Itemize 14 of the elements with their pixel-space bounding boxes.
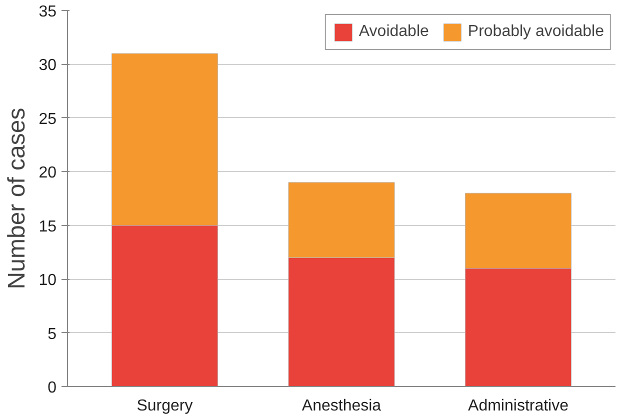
y-tick-label: 0	[48, 380, 57, 396]
x-tick-label: Administrative	[468, 398, 569, 414]
y-tick-label: 30	[38, 57, 57, 74]
y-tick-label: 35	[38, 4, 57, 20]
x-tick-label: Surgery	[136, 398, 193, 414]
legend-label: Avoidable	[358, 23, 429, 41]
y-axis-title: Number of cases	[4, 108, 31, 290]
y-tick-label: 10	[38, 272, 57, 290]
legend-label: Probably avoidable	[468, 23, 604, 41]
y-tick-label: 25	[38, 110, 57, 128]
y-tick-label: 20	[38, 164, 57, 182]
y-tick-label: 15	[38, 218, 57, 236]
x-tick-label: Anesthesia	[302, 398, 382, 414]
y-tick-label: 5	[48, 326, 57, 343]
